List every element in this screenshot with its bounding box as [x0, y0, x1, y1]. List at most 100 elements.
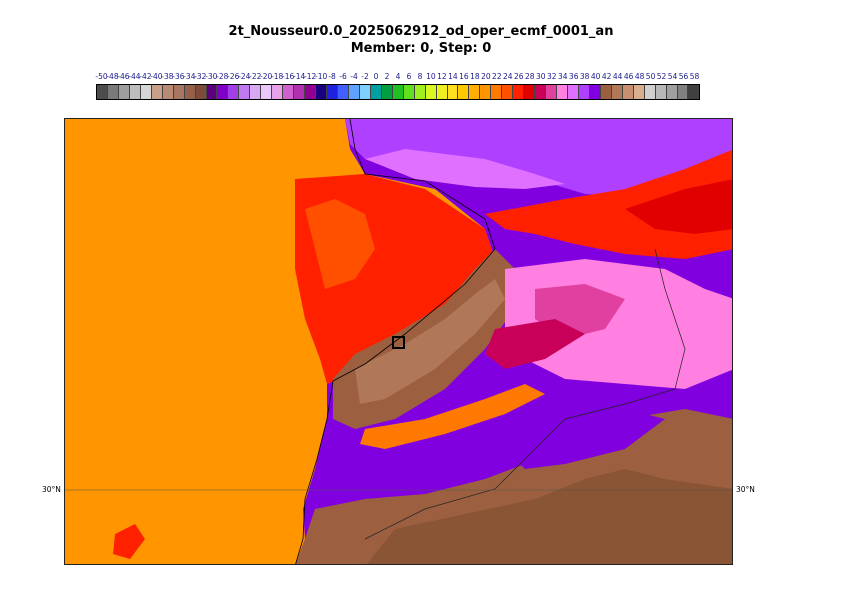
coastline: [295, 119, 496, 564]
legend-label: 16: [459, 72, 469, 81]
legend-label: 26: [514, 72, 524, 81]
legend-swatch: [622, 85, 634, 99]
legend-label: -44: [128, 72, 141, 81]
legend-swatch: [250, 85, 262, 99]
legend-label: 58: [689, 72, 700, 81]
hot-zone-north: [485, 149, 732, 259]
legend-label: -42: [139, 72, 152, 81]
map-title: 2t_Nousseur0.0_2025062912_od_oper_ecmf_0…: [228, 24, 614, 39]
legend-label: 18: [470, 72, 480, 81]
legend-swatch: [589, 85, 601, 99]
legend-label: -32: [194, 72, 207, 81]
legend-label: 2: [384, 72, 390, 81]
border-line: [364, 248, 686, 540]
legend-swatch: [502, 85, 514, 99]
legend-swatch: [436, 85, 448, 99]
legend-swatch: [567, 85, 579, 99]
legend-swatch: [666, 85, 678, 99]
legend-label: -48: [106, 72, 119, 81]
legend-swatch: [535, 85, 547, 99]
legend-swatch: [272, 85, 284, 99]
legend-label: 0: [373, 72, 379, 81]
legend-label: 48: [634, 72, 645, 81]
legend-label: 28: [525, 72, 535, 81]
legend-swatch: [688, 85, 700, 99]
legend-swatch: [97, 85, 108, 99]
legend-label: -40: [150, 72, 163, 81]
legend-swatch: [513, 85, 525, 99]
legend-swatch: [129, 85, 141, 99]
legend-swatch: [370, 85, 382, 99]
legend-label: 36: [568, 72, 579, 81]
legend-label: 10: [426, 72, 436, 81]
legend-swatch: [305, 85, 317, 99]
legend-swatch: [228, 85, 240, 99]
legend-swatch: [261, 85, 273, 99]
legend-swatch: [327, 85, 338, 99]
legend-label: 6: [406, 72, 412, 81]
legend-label: 50: [645, 72, 656, 81]
legend-label: 46: [623, 72, 634, 81]
legend-label: -26: [227, 72, 240, 81]
legend-label: -30: [205, 72, 218, 81]
legend-swatch: [578, 85, 590, 99]
legend-label: 30: [535, 72, 546, 81]
legend-labels: -50 -48 -46 -44 -42 -40 -38 -36 -34 -32 -30 -28 -26-…: [0, 72, 842, 84]
color-legend: [96, 84, 700, 100]
legend-swatch: [217, 85, 229, 99]
legend-label: -28: [216, 72, 229, 81]
legend-swatch: [403, 85, 415, 99]
legend-label: 12: [437, 72, 447, 81]
legend-label: -34: [183, 72, 196, 81]
legend-swatch: [655, 85, 667, 99]
legend-label: -16: [282, 72, 295, 81]
legend-swatch: [425, 85, 437, 99]
legend-swatch: [239, 85, 251, 99]
legend-swatch: [611, 85, 623, 99]
legend-swatch: [283, 85, 295, 99]
legend-label: 22: [492, 72, 502, 81]
legend-swatch: [140, 85, 152, 99]
map-subtitle: Member: 0, Step: 0: [350, 41, 492, 56]
legend-swatch: [337, 85, 349, 99]
legend-swatch: [359, 85, 371, 99]
legend-label: -20: [260, 72, 273, 81]
legend-label: -46: [117, 72, 130, 81]
map-canvas: [65, 119, 732, 564]
legend-label: 40: [590, 72, 601, 81]
legend-swatch: [447, 85, 459, 99]
legend-swatch: [195, 85, 207, 99]
legend-swatch: [162, 85, 174, 99]
legend-label: -50: [95, 72, 108, 81]
legend-swatch: [381, 85, 393, 99]
legend-label: -2: [361, 72, 369, 81]
temperature-map: [64, 118, 733, 565]
legend-label: 44: [612, 72, 623, 81]
legend-label: -18: [271, 72, 284, 81]
legend-label: 38: [579, 72, 590, 81]
legend-label: 8: [417, 72, 423, 81]
legend-label: -10: [315, 72, 328, 81]
legend-label: -4: [350, 72, 358, 81]
legend-swatch: [633, 85, 645, 99]
legend-swatch: [458, 85, 470, 99]
legend-label: -14: [293, 72, 306, 81]
station-marker: [392, 336, 405, 349]
atlas-ridge: [360, 384, 545, 449]
legend-label: 34: [557, 72, 568, 81]
island: [113, 524, 145, 559]
legend-swatch: [480, 85, 492, 99]
legend-label: -8: [328, 72, 336, 81]
legend-swatch: [491, 85, 503, 99]
lat-label-left: 30°N: [42, 485, 61, 494]
legend-swatch: [414, 85, 426, 99]
legend-swatch: [600, 85, 612, 99]
legend-swatch: [644, 85, 656, 99]
legend-swatch: [118, 85, 130, 99]
legend-swatch: [173, 85, 185, 99]
legend-swatch: [546, 85, 558, 99]
legend-label: 52: [656, 72, 667, 81]
legend-swatch: [677, 85, 689, 99]
lat-label-right: 30°N: [736, 485, 755, 494]
legend-label: -24: [238, 72, 251, 81]
